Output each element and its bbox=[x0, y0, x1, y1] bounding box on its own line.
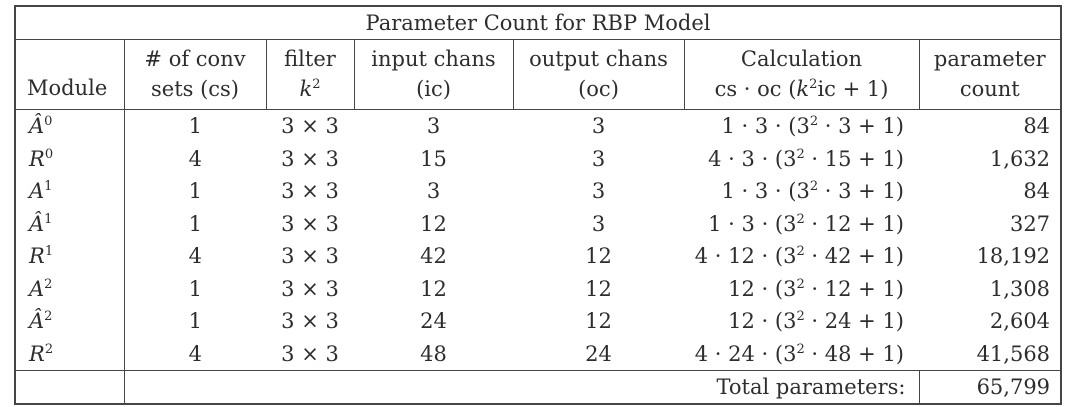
table-row: Â2 1 3 × 3 24 12 12 · (32 · 24 + 1) 2,60… bbox=[15, 305, 1061, 338]
output-chans-cell: 3 bbox=[591, 179, 606, 204]
param-count-cell: 1,308 bbox=[989, 276, 1051, 301]
input-chans-cell: 12 bbox=[420, 276, 447, 301]
calculation-cell: 4 · 3 · (32 · 15 + 1) bbox=[708, 146, 904, 171]
filter-cell: 3 × 3 bbox=[281, 244, 339, 269]
module-cell: R1 bbox=[15, 240, 125, 273]
input-chans-cell: 3 bbox=[426, 114, 441, 139]
module-cell: R2 bbox=[15, 337, 125, 371]
calculation-cell: 12 · (32 · 24 + 1) bbox=[728, 309, 904, 334]
column-header-parameter-count: parameter count bbox=[918, 39, 1062, 110]
conv-sets-cell: 1 bbox=[188, 114, 202, 139]
table-row: R2 4 3 × 3 48 24 4 · 24 · (32 · 48 + 1) … bbox=[15, 337, 1061, 371]
input-chans-cell: 12 bbox=[420, 211, 447, 236]
filter-cell: 3 × 3 bbox=[281, 211, 339, 236]
param-count-cell: 41,568 bbox=[976, 341, 1051, 366]
column-header-module: Module bbox=[15, 39, 124, 110]
output-chans-cell: 3 bbox=[591, 211, 606, 236]
header-row: Module # of conv sets (cs) filter k2 inp… bbox=[15, 39, 1062, 110]
filter-cell: 3 × 3 bbox=[281, 341, 339, 366]
param-count-cell: 1,632 bbox=[989, 146, 1051, 171]
conv-sets-cell: 1 bbox=[188, 276, 202, 301]
table-title: Parameter Count for RBP Model bbox=[15, 6, 1062, 40]
output-chans-cell: 12 bbox=[585, 309, 612, 334]
output-chans-cell: 12 bbox=[585, 276, 612, 301]
conv-sets-cell: 1 bbox=[188, 211, 202, 236]
module-cell: Â2 bbox=[15, 305, 125, 338]
calculation-cell: 1 · 3 · (32 · 3 + 1) bbox=[721, 179, 905, 204]
module-cell: A1 bbox=[15, 175, 125, 208]
param-count-cell: 2,604 bbox=[989, 309, 1051, 334]
table-row: R0 4 3 × 3 15 3 4 · 3 · (32 · 15 + 1) 1,… bbox=[15, 142, 1061, 175]
filter-cell: 3 × 3 bbox=[281, 114, 339, 139]
conv-sets-cell: 4 bbox=[188, 341, 202, 366]
filter-cell: 3 × 3 bbox=[281, 179, 339, 204]
output-chans-cell: 24 bbox=[585, 341, 612, 366]
table-row: A1 1 3 × 3 3 3 1 · 3 · (32 · 3 + 1) 84 bbox=[15, 175, 1061, 208]
column-header-conv-sets: # of conv sets (cs) bbox=[123, 39, 266, 110]
title-row: Parameter Count for RBP Model bbox=[15, 6, 1062, 40]
table-row: R1 4 3 × 3 42 12 4 · 12 · (32 · 42 + 1) … bbox=[15, 240, 1061, 273]
table-row: A2 1 3 × 3 12 12 12 · (32 · 12 + 1) 1,30… bbox=[15, 272, 1061, 305]
calculation-cell: 4 · 24 · (32 · 48 + 1) bbox=[694, 341, 904, 366]
input-chans-cell: 24 bbox=[420, 309, 447, 334]
module-cell: Â0 bbox=[15, 109, 125, 143]
parameter-count-table: Parameter Count for RBP Model Module # o… bbox=[14, 5, 1063, 405]
input-chans-cell: 15 bbox=[420, 146, 447, 171]
output-chans-cell: 3 bbox=[591, 114, 606, 139]
param-count-cell: 327 bbox=[1009, 211, 1051, 236]
column-header-filter: filter k2 bbox=[265, 39, 354, 110]
output-chans-cell: 12 bbox=[585, 244, 612, 269]
module-cell: R0 bbox=[15, 142, 125, 175]
filter-cell: 3 × 3 bbox=[281, 276, 339, 301]
input-chans-cell: 48 bbox=[420, 341, 447, 366]
column-header-output-chans: output chans (oc) bbox=[512, 39, 684, 110]
conv-sets-cell: 1 bbox=[188, 179, 202, 204]
total-value: 65,799 bbox=[919, 370, 1062, 404]
param-count-cell: 84 bbox=[1023, 114, 1051, 139]
table-row: Â1 1 3 × 3 12 3 1 · 3 · (32 · 12 + 1) 32… bbox=[15, 207, 1061, 240]
module-cell: Â1 bbox=[15, 207, 125, 240]
module-cell: A2 bbox=[15, 272, 125, 305]
column-header-calculation: Calculation cs · oc (k2ic + 1) bbox=[683, 39, 919, 110]
column-header-input-chans: input chans (ic) bbox=[353, 39, 513, 110]
conv-sets-cell: 4 bbox=[188, 146, 202, 171]
input-chans-cell: 42 bbox=[420, 244, 447, 269]
total-row: Total parameters: 65,799 bbox=[15, 370, 1062, 404]
calculation-cell: 12 · (32 · 12 + 1) bbox=[728, 276, 904, 301]
calculation-cell: 1 · 3 · (32 · 3 + 1) bbox=[721, 114, 905, 139]
param-count-cell: 18,192 bbox=[976, 244, 1051, 269]
conv-sets-cell: 4 bbox=[188, 244, 202, 269]
conv-sets-cell: 1 bbox=[188, 309, 202, 334]
total-row-empty-cell bbox=[15, 370, 125, 404]
filter-cell: 3 × 3 bbox=[281, 309, 339, 334]
table-row: Â0 1 3 × 3 3 3 1 · 3 · (32 · 3 + 1) 84 bbox=[15, 109, 1061, 143]
output-chans-cell: 3 bbox=[591, 146, 606, 171]
calculation-cell: 1 · 3 · (32 · 12 + 1) bbox=[708, 211, 904, 236]
total-label: Total parameters: bbox=[124, 370, 920, 404]
calculation-cell: 4 · 12 · (32 · 42 + 1) bbox=[694, 244, 904, 269]
input-chans-cell: 3 bbox=[426, 179, 441, 204]
filter-cell: 3 × 3 bbox=[281, 146, 339, 171]
param-count-cell: 84 bbox=[1023, 179, 1051, 204]
